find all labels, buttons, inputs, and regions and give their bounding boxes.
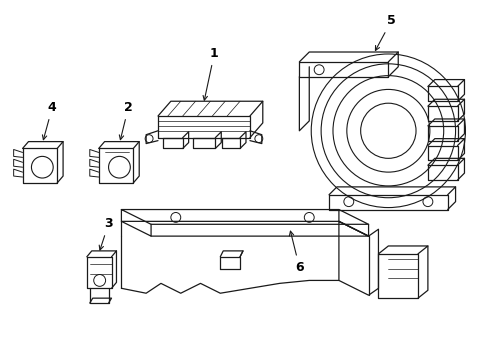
Text: 5: 5 [375,14,395,50]
Text: 3: 3 [99,217,113,250]
Text: 2: 2 [119,101,132,140]
Text: 4: 4 [42,101,57,140]
Text: 1: 1 [203,47,218,100]
Text: 6: 6 [289,231,303,274]
